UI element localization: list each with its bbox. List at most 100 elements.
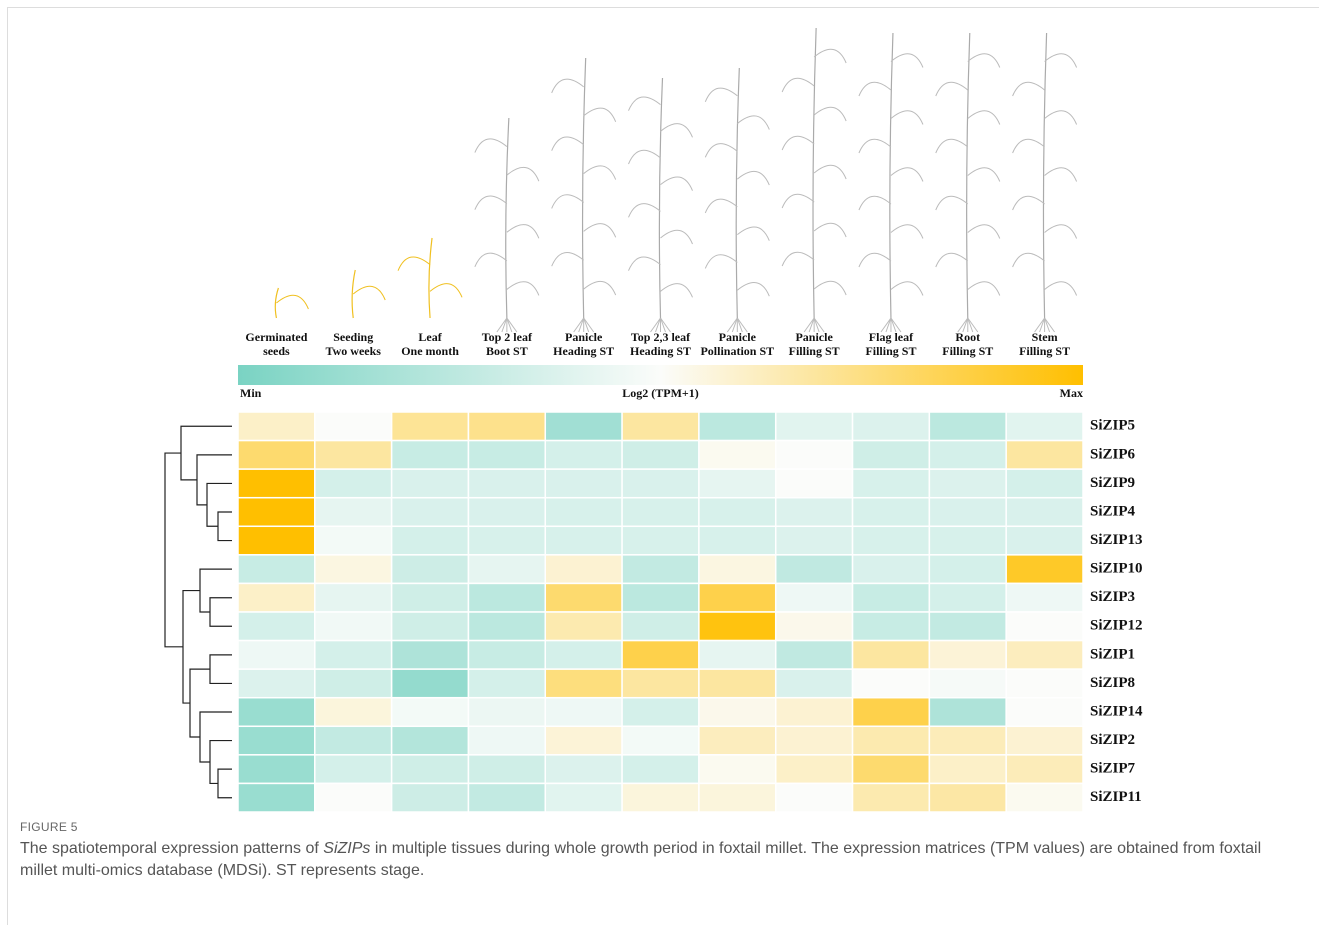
heatmap-cell (853, 412, 930, 441)
heatmap-cell (468, 726, 545, 755)
heatmap-cell (468, 412, 545, 441)
heatmap-cell (468, 555, 545, 584)
heatmap-cell (545, 612, 622, 641)
heatmap-cell (622, 641, 699, 670)
plant-leaf (584, 108, 616, 122)
heatmap-cell (699, 412, 776, 441)
heatmap-cell (238, 783, 315, 812)
heatmap-cell (545, 641, 622, 670)
heatmap-cell (776, 755, 853, 784)
heatmap-cell (392, 441, 469, 470)
heatmap-cell (315, 412, 392, 441)
heatmap-cell (776, 412, 853, 441)
heatmap-cell (776, 469, 853, 498)
stage-label: Filling ST (789, 344, 840, 358)
gene-label: SiZIP9 (1090, 475, 1135, 491)
plant-leaf (968, 282, 1000, 296)
stage-label: Heading ST (630, 344, 691, 358)
heatmap-cell (392, 469, 469, 498)
gene-label: SiZIP1 (1090, 646, 1135, 662)
plant-leaf (782, 78, 814, 92)
plant-leaf (552, 195, 584, 209)
heatmap-cell (468, 526, 545, 555)
heatmap-cell (622, 555, 699, 584)
stage-label: Pollination ST (700, 344, 774, 358)
heatmap-cell (622, 469, 699, 498)
heatmap-cell (1006, 441, 1083, 470)
heatmap-cell (238, 412, 315, 441)
plant-leaf (552, 253, 584, 267)
plant-leaf (891, 282, 923, 296)
heatmap-cell (929, 669, 1006, 698)
heatmap-cell (392, 412, 469, 441)
plant-leaf (475, 139, 507, 153)
dendrogram-branch (210, 741, 232, 784)
dendrogram-branch (181, 426, 232, 480)
plant-leaf (814, 165, 846, 179)
heatmap-cell (392, 583, 469, 612)
caption: The spatiotemporal expression patterns o… (20, 838, 1270, 882)
heatmap-cell (853, 641, 930, 670)
heatmap-cell (238, 726, 315, 755)
gene-label: SiZIP2 (1090, 732, 1135, 748)
plant-illustration (1013, 33, 1077, 332)
heatmap-cell (853, 755, 930, 784)
heatmap-cell (468, 612, 545, 641)
colorbar-min: Min (240, 386, 262, 400)
heatmap-cell (853, 669, 930, 698)
heatmap-cell (545, 583, 622, 612)
plant-leaf (661, 230, 693, 244)
plant-leaf (891, 54, 923, 68)
colorbar-title: Log2 (TPM+1) (622, 386, 699, 400)
gene-label: SiZIP3 (1090, 589, 1135, 605)
gene-label: SiZIP8 (1090, 675, 1135, 691)
plant-leaf (705, 88, 737, 102)
plant-leaf (430, 284, 462, 298)
stage-label: Top 2,3 leaf (631, 330, 691, 344)
stage-label: Flag leaf (869, 330, 914, 344)
heatmap-cell (1006, 526, 1083, 555)
plant-leaf (1013, 253, 1045, 267)
heatmap-cell (392, 641, 469, 670)
heatmap-cell (929, 498, 1006, 527)
heatmap-cell (776, 555, 853, 584)
plant-leaf (507, 225, 539, 239)
heatmap-cell (238, 498, 315, 527)
page: GerminatedseedsSeedingTwo weeksLeafOne m… (0, 0, 1319, 925)
heatmap-cell (929, 555, 1006, 584)
heatmap-cell (315, 669, 392, 698)
plant-leaf (398, 257, 430, 271)
stage-label: Two weeks (326, 344, 382, 358)
heatmap-cell (776, 583, 853, 612)
plant-leaf (737, 227, 769, 241)
plant-leaf (507, 167, 539, 181)
heatmap-cell (853, 441, 930, 470)
heatmap-cell (392, 698, 469, 727)
plant-stem (429, 238, 432, 318)
heatmap-cell (1006, 698, 1083, 727)
heatmap-cell (699, 612, 776, 641)
plant-leaf (1045, 54, 1077, 68)
gene-label: SiZIP13 (1090, 532, 1143, 548)
stage-label: Heading ST (553, 344, 614, 358)
plant-illustration (275, 288, 308, 318)
plant-leaf (661, 177, 693, 191)
heatmap-cell (699, 583, 776, 612)
heatmap-cell (776, 698, 853, 727)
heatmap-cell (238, 612, 315, 641)
heatmap-cell (1006, 412, 1083, 441)
heatmap-cell (853, 498, 930, 527)
heatmap-cell (929, 726, 1006, 755)
plant-leaf (891, 225, 923, 239)
gene-label: SiZIP12 (1090, 618, 1143, 634)
heatmap-cell (468, 669, 545, 698)
heatmap-cell (238, 555, 315, 584)
gene-label: SiZIP7 (1090, 761, 1136, 777)
plant-leaf (276, 295, 308, 309)
heatmap-cell (468, 469, 545, 498)
plant-leaf (705, 144, 737, 158)
gene-label: SiZIP5 (1090, 418, 1135, 434)
heatmap-cell (776, 726, 853, 755)
plant-illustration (705, 68, 769, 332)
gene-label: SiZIP6 (1090, 446, 1136, 462)
